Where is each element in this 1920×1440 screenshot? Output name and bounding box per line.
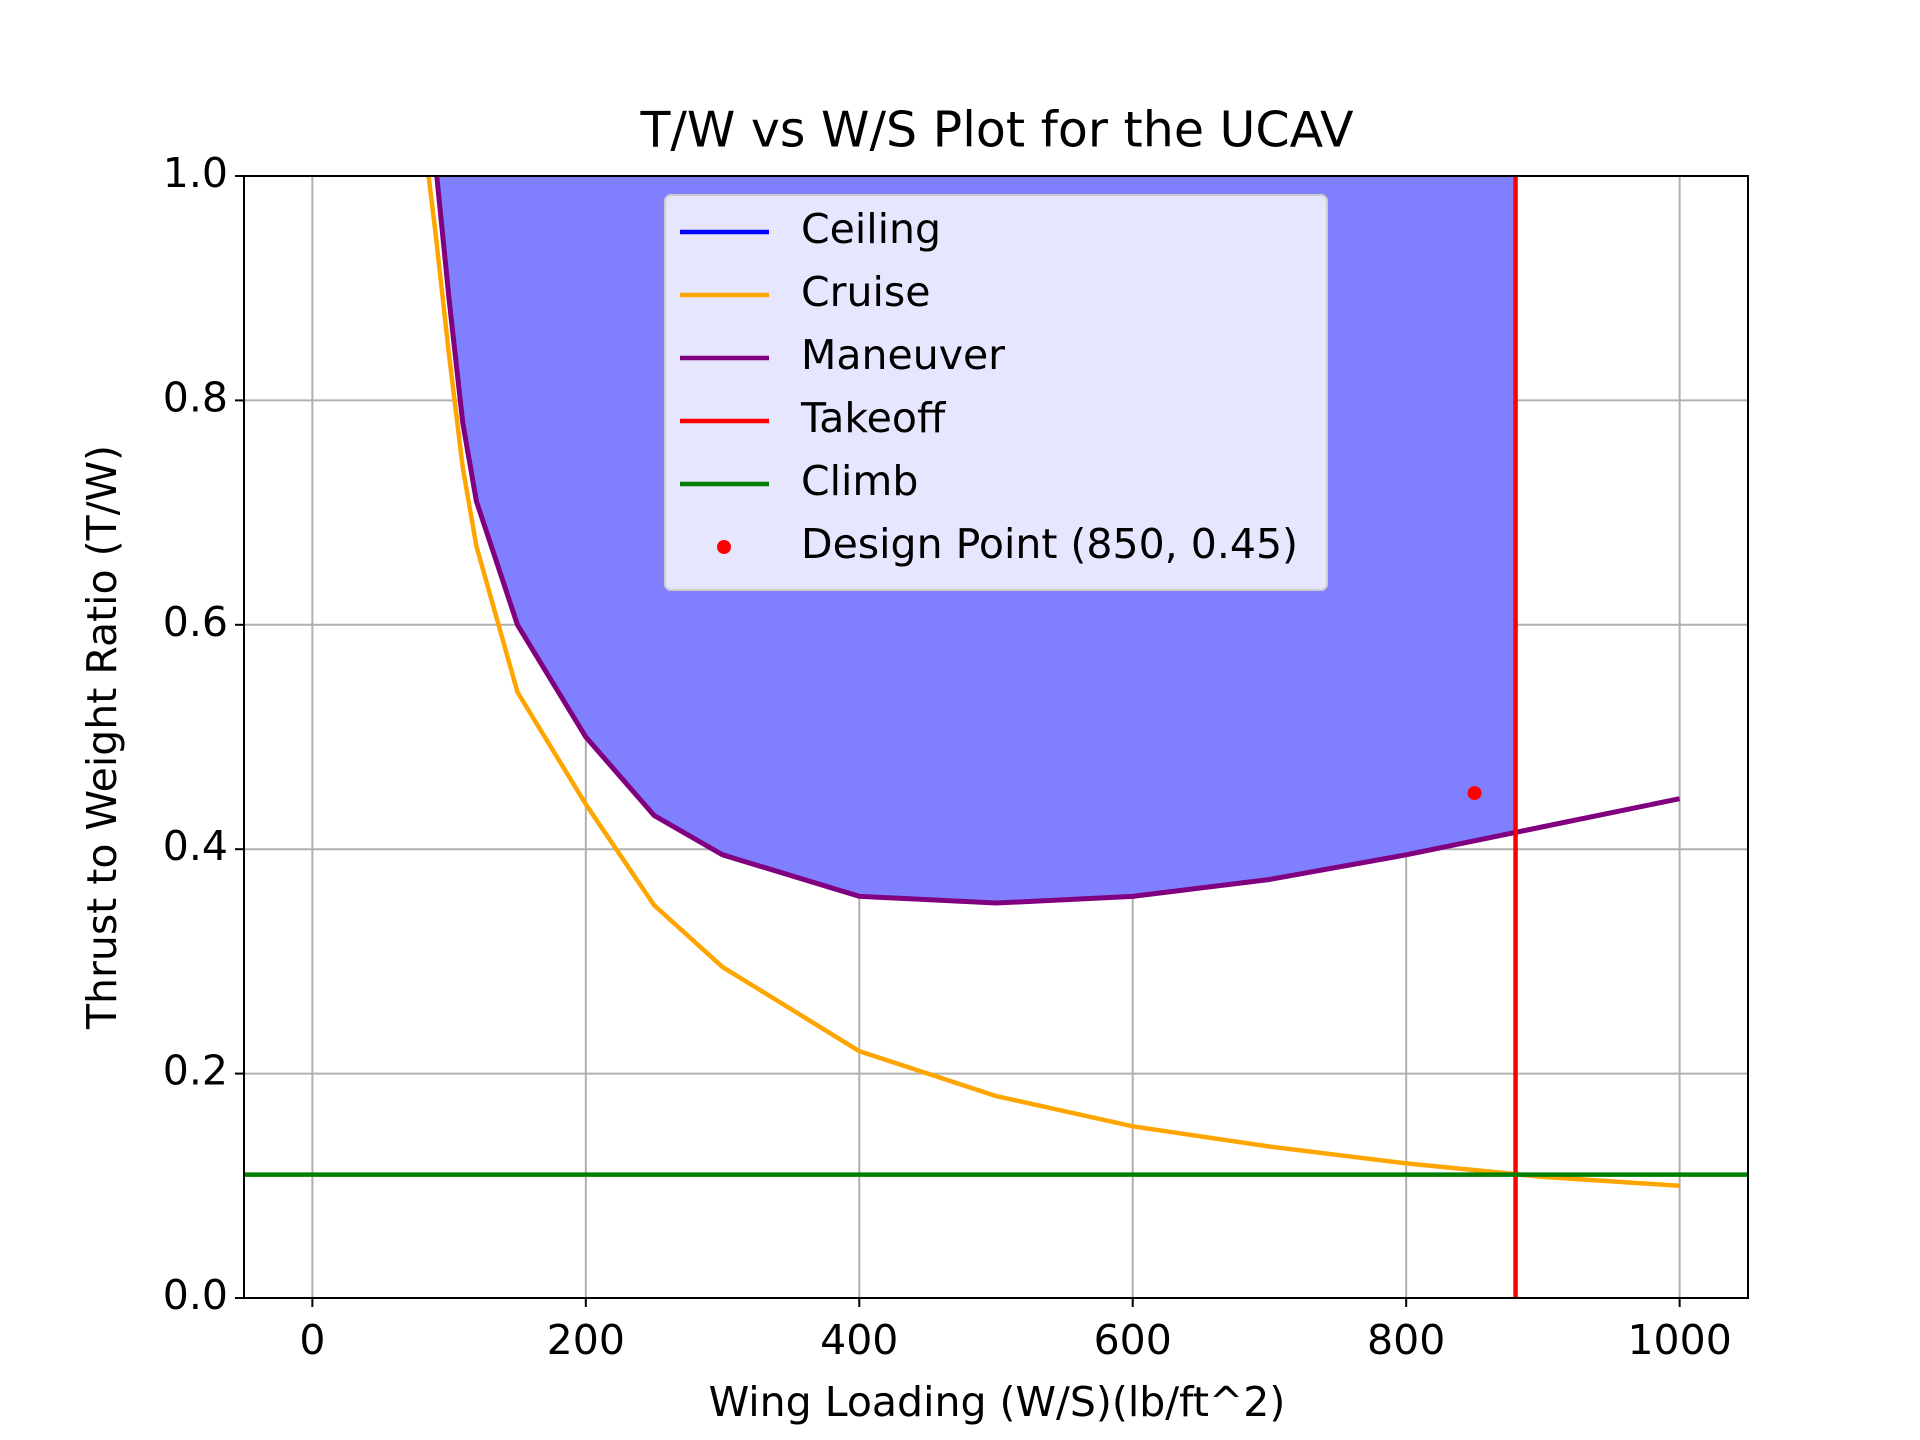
x-tick-label: 400 (820, 1316, 898, 1364)
y-tick-label: 1.0 (163, 149, 228, 197)
axes-frame (243, 175, 1749, 1299)
x-tick-label: 800 (1367, 1316, 1445, 1364)
x-axis-label: Wing Loading (W/S)(lb/ft^2) (709, 1378, 1286, 1426)
y-axis-label: Thrust to Weight Ratio (T/W) (78, 445, 126, 1030)
series-line (426, 176, 1680, 1189)
y-tick-label: 0.8 (163, 373, 228, 421)
legend-marker (717, 540, 731, 554)
legend-label: Design Point (850, 0.45) (801, 520, 1298, 568)
design-point (1467, 786, 1482, 801)
legend-label: Ceiling (801, 205, 941, 253)
legend-label: Maneuver (801, 331, 1005, 379)
legend-label: Takeoff (800, 394, 947, 442)
x-tick-label: 200 (547, 1316, 625, 1364)
y-tick-label: 0.6 (163, 598, 228, 646)
x-tick-label: 600 (1094, 1316, 1172, 1364)
x-tick-label: 1000 (1627, 1316, 1731, 1364)
y-tick-label: 0.4 (163, 822, 228, 870)
y-tick-label: 0.2 (163, 1047, 228, 1095)
y-tick-label: 0.0 (163, 1271, 228, 1319)
chart-title: T/W vs W/S Plot for the UCAV (639, 102, 1354, 159)
x-tick-label: 0 (299, 1316, 325, 1364)
overlay: 0 200 400 600 800 1000 0.0 0.2 0.4 0.6 0.8 1.0 Ceili… (163, 149, 1749, 1364)
legend-label: Cruise (801, 268, 930, 316)
legend-label: Climb (801, 457, 918, 505)
series-line (434, 176, 1681, 906)
legend-box (664, 194, 1328, 591)
